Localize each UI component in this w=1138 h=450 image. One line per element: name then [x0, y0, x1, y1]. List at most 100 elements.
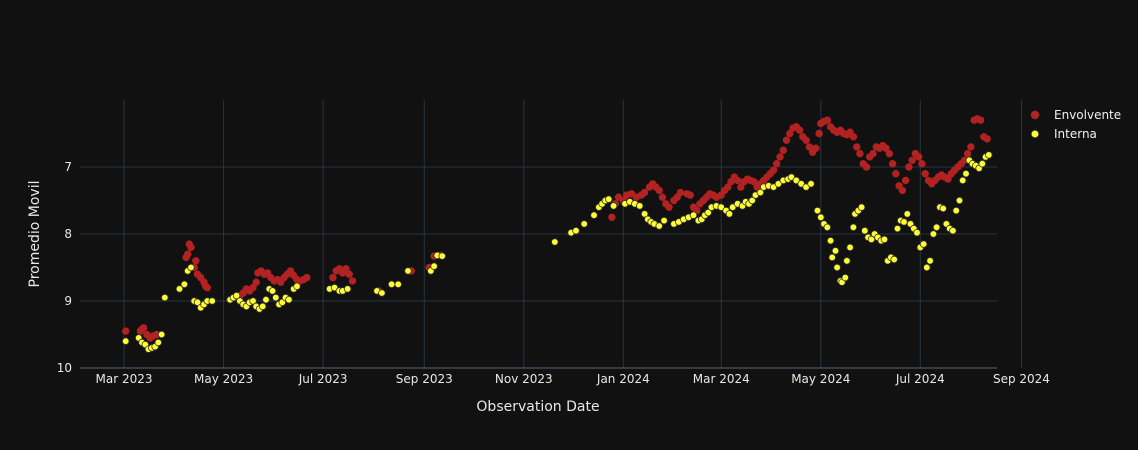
legend-label: Envolvente	[1054, 108, 1121, 122]
data-point	[885, 149, 893, 158]
data-point	[676, 188, 685, 197]
data-point	[929, 230, 938, 238]
x-tick-label: Sep 2024	[993, 372, 1050, 386]
grid	[80, 100, 1022, 368]
data-point	[913, 228, 921, 237]
data-point	[983, 135, 991, 143]
data-point	[121, 327, 130, 335]
data-point	[856, 149, 864, 158]
data-point	[849, 133, 858, 141]
data-point	[812, 144, 820, 152]
data-point	[853, 143, 861, 151]
data-point	[704, 208, 712, 217]
data-point	[849, 223, 858, 231]
data-point	[394, 280, 402, 288]
data-point	[862, 163, 871, 171]
data-point	[655, 222, 663, 230]
data-point	[183, 250, 192, 258]
data-point	[378, 289, 386, 297]
series-interna	[121, 151, 993, 353]
data-point	[867, 235, 876, 244]
data-point	[813, 206, 822, 215]
data-point	[345, 270, 353, 278]
y-tick-label: 7	[64, 160, 72, 174]
data-point	[285, 296, 293, 304]
data-point	[888, 159, 897, 168]
data-point	[750, 177, 758, 186]
data-point	[977, 116, 985, 124]
data-point	[551, 238, 559, 246]
data-point	[815, 129, 823, 138]
data-point	[252, 278, 260, 286]
data-point	[590, 211, 598, 219]
data-point	[918, 159, 926, 168]
data-point	[430, 262, 438, 270]
data-point	[187, 263, 195, 272]
data-point	[955, 196, 964, 205]
data-point	[921, 169, 929, 178]
data-point	[963, 149, 972, 158]
series-envolvente	[121, 115, 991, 342]
data-point	[915, 153, 923, 161]
data-point	[779, 146, 787, 154]
data-point	[978, 159, 986, 168]
data-point	[404, 267, 412, 275]
data-point	[724, 183, 732, 191]
data-point	[175, 285, 184, 293]
data-point	[823, 116, 831, 124]
legend-item-envolvente[interactable]: Envolvente	[1030, 108, 1121, 122]
data-point	[139, 324, 148, 332]
data-point	[665, 203, 673, 211]
data-point	[609, 202, 618, 210]
data-point	[655, 186, 663, 195]
data-point	[725, 210, 734, 218]
data-point	[769, 166, 778, 174]
data-point	[841, 273, 849, 282]
data-point	[817, 213, 825, 221]
data-point	[329, 273, 337, 282]
data-point	[890, 255, 898, 264]
data-point	[272, 293, 280, 302]
data-point	[343, 285, 352, 293]
data-point	[187, 243, 195, 252]
data-point	[232, 291, 241, 300]
data-point	[919, 240, 928, 248]
data-point	[903, 210, 911, 218]
x-tick-label: Sep 2023	[396, 372, 453, 386]
data-point	[193, 298, 202, 306]
y-tick-label: 10	[57, 361, 72, 375]
legend-item-interna[interactable]: Interna	[1030, 127, 1097, 141]
data-point	[807, 180, 815, 188]
data-point	[773, 159, 781, 168]
data-point	[786, 129, 794, 138]
data-point	[249, 283, 257, 292]
data-point	[962, 169, 970, 178]
x-tick-label: Jul 2024	[895, 372, 945, 386]
data-point	[640, 188, 649, 197]
data-point	[823, 223, 831, 231]
data-point	[882, 144, 890, 152]
x-axis-title: Observation Date	[476, 399, 599, 415]
data-point	[756, 188, 765, 197]
legend-marker	[1030, 110, 1040, 120]
legend-marker	[1030, 129, 1040, 139]
data-point	[608, 213, 616, 221]
data-point	[689, 211, 698, 219]
data-point	[348, 277, 357, 285]
data-point	[952, 206, 960, 215]
data-point	[303, 273, 311, 282]
x-tick-label: Mar 2024	[693, 372, 750, 386]
y-tick-label: 9	[64, 294, 72, 308]
data-point	[262, 296, 270, 304]
data-point	[949, 226, 957, 235]
data-point	[342, 265, 350, 273]
data-point	[640, 210, 649, 218]
x-axis-tick-labels: Mar 2023 May 2023 Jul 2023 Sep 2023 Nov 2023…	[96, 372, 1050, 386]
data-point	[939, 204, 947, 213]
x-tick-label: Jul 2023	[298, 372, 348, 386]
y-axis-title: Promedio Movil	[27, 181, 43, 288]
legend[interactable]: Envolvente Interna	[1030, 108, 1121, 141]
x-tick-label: Mar 2023	[96, 372, 153, 386]
